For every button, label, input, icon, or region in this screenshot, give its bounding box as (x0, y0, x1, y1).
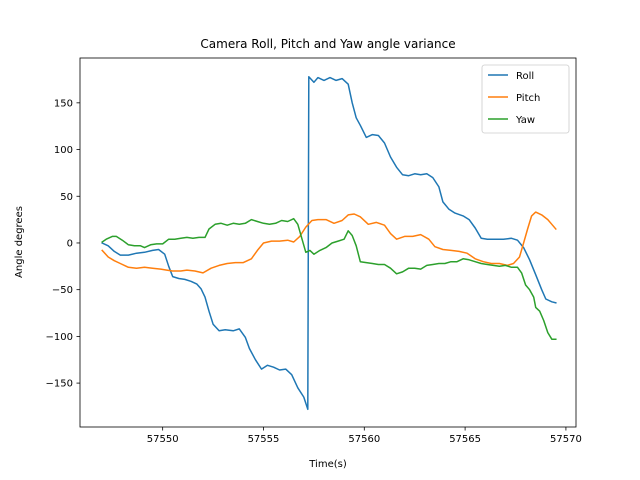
plot-frame (79, 57, 577, 428)
x-tick-label: 57560 (348, 434, 380, 445)
y-tick-label: −50 (52, 285, 73, 296)
x-tick-label: 57565 (449, 434, 481, 445)
y-axis-ticks: −150 −100 −50 0 50 100 150 (46, 98, 80, 390)
legend-label-pitch: Pitch (516, 93, 540, 104)
legend-label-yaw: Yaw (515, 115, 535, 126)
legend-label-roll: Roll (516, 71, 534, 82)
y-tick-label: −100 (46, 332, 73, 343)
y-tick-label: 50 (60, 192, 73, 203)
y-axis-label: Angle degrees (14, 206, 25, 278)
series-line-pitch (101, 211, 557, 274)
y-tick-label: 150 (54, 98, 73, 109)
x-axis-ticks: 57550 57555 57560 57565 57570 (147, 427, 582, 445)
y-tick-label: −150 (46, 379, 73, 390)
x-tick-label: 57570 (550, 434, 582, 445)
x-axis-label: Time(s) (308, 459, 347, 470)
x-tick-label: 57550 (147, 434, 179, 445)
legend: Roll Pitch Yaw (481, 64, 570, 134)
series-layer (101, 75, 557, 411)
y-tick-label: 0 (67, 238, 73, 249)
series-line-roll (101, 75, 557, 411)
legend-box (481, 64, 570, 134)
chart-title: Camera Roll, Pitch and Yaw angle varianc… (200, 37, 455, 51)
y-tick-label: 100 (54, 145, 73, 156)
series-line-yaw (101, 217, 557, 340)
x-tick-label: 57555 (248, 434, 280, 445)
